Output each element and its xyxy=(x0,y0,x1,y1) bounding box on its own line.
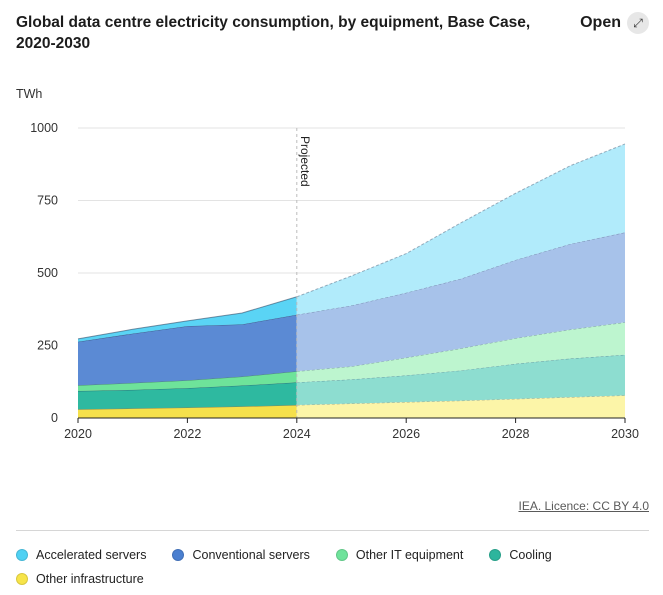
legend: Accelerated servers Conventional servers O… xyxy=(16,547,646,587)
accelerated-servers-top-line xyxy=(296,143,626,298)
open-button[interactable]: Open ⤢ xyxy=(580,12,649,34)
legend-item-other-it-equipment[interactable]: Other IT equipment xyxy=(335,547,464,563)
data-areas xyxy=(77,143,626,418)
legend-label: Accelerated servers xyxy=(36,548,147,562)
legend-swatch xyxy=(16,549,28,561)
y-tick-label: 750 xyxy=(37,194,58,208)
expand-arrows-icon: ⤢ xyxy=(627,12,649,34)
legend-swatch xyxy=(335,549,348,561)
y-tick-label: 0 xyxy=(51,411,58,425)
accelerated-servers-area-historical xyxy=(78,296,297,342)
legend-label: Conventional servers xyxy=(192,548,310,562)
axes: 2020 2022 2024 2026 2028 2030 xyxy=(64,417,639,441)
x-tick-label: 2024 xyxy=(283,427,311,441)
legend-divider xyxy=(16,530,649,531)
y-tick-label: 250 xyxy=(37,339,58,353)
legend-swatch xyxy=(489,549,502,561)
legend-item-accelerated-servers[interactable]: Accelerated servers xyxy=(16,547,146,563)
legend-label: Other IT equipment xyxy=(355,548,464,562)
legend-item-other-infrastructure[interactable]: Other infrastructure xyxy=(16,571,144,587)
projected-label: Projected xyxy=(298,136,312,187)
y-tick-label: 500 xyxy=(37,266,58,280)
other-it-equipment-area-projected xyxy=(296,322,625,383)
legend-item-cooling[interactable]: Cooling xyxy=(489,547,552,563)
projection-divider: Projected xyxy=(296,128,312,418)
conventional-servers-area-projected xyxy=(296,232,625,372)
x-tick-label: 2028 xyxy=(502,427,530,441)
open-label: Open xyxy=(580,14,621,31)
legend-label: Other infrastructure xyxy=(36,572,144,586)
legend-label: Cooling xyxy=(509,548,552,562)
x-tick-label: 2026 xyxy=(392,427,420,441)
accelerated-servers-area-projected xyxy=(296,143,625,315)
legend-swatch xyxy=(172,549,185,561)
conventional-servers-area-historical xyxy=(78,314,297,386)
chart-title: Global data centre electricity consumpti… xyxy=(16,14,531,52)
other-infrastructure-area-historical xyxy=(78,404,297,418)
accelerated-servers-top-line xyxy=(77,296,297,340)
cooling-area-projected xyxy=(296,354,625,405)
x-tick-label: 2020 xyxy=(64,427,92,441)
y-tick-label: 1000 xyxy=(30,121,58,135)
legend-item-conventional-servers[interactable]: Conventional servers xyxy=(172,547,310,563)
y-axis-label: TWh xyxy=(16,87,42,101)
x-tick-label: 2030 xyxy=(611,427,639,441)
licence-link[interactable]: IEA. Licence: CC BY 4.0 xyxy=(518,499,649,513)
cooling-area-historical xyxy=(78,382,297,410)
other-infrastructure-area-projected xyxy=(296,395,625,418)
other-it-equipment-area-historical xyxy=(78,371,297,392)
legend-swatch xyxy=(16,573,28,585)
x-tick-label: 2022 xyxy=(173,427,201,441)
